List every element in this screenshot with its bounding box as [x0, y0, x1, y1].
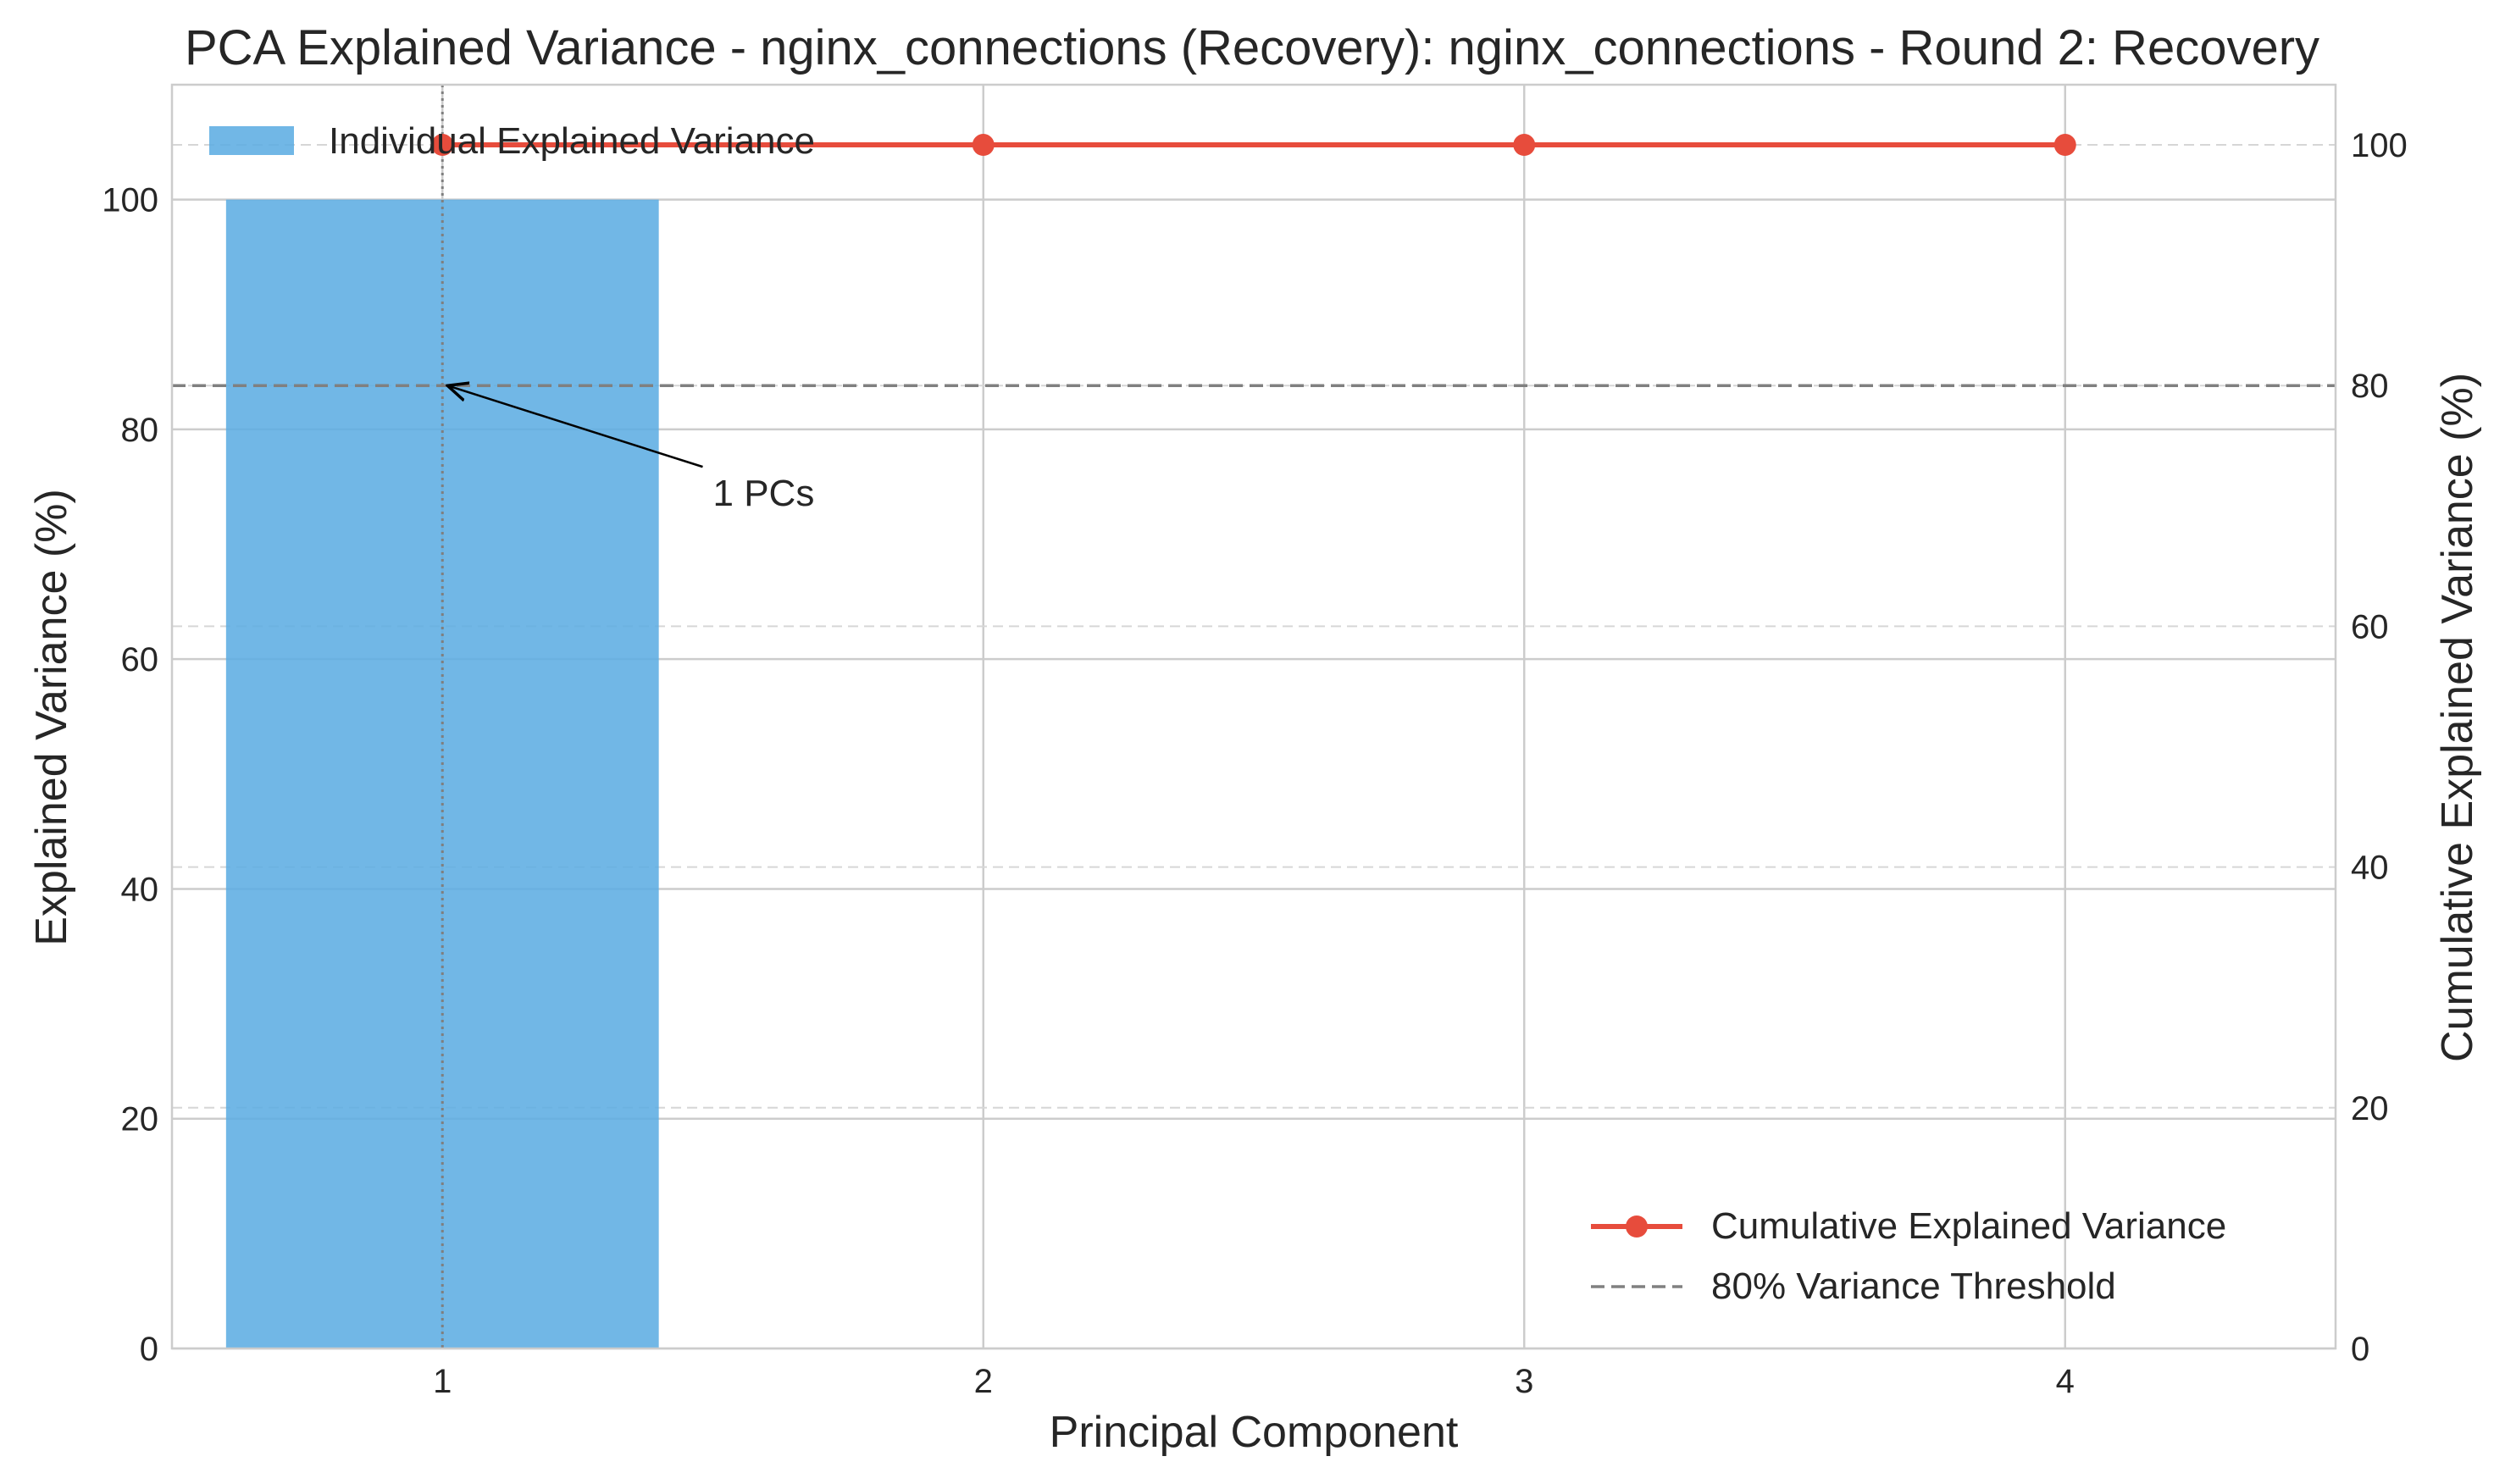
legend-threshold-label: 80% Variance Threshold: [1711, 1265, 2116, 1307]
legend-top-left: Individual Explained Variance: [209, 120, 815, 162]
x-tick-label: 3: [1515, 1363, 1533, 1400]
cumulative-point: [1513, 134, 1536, 157]
y-tick-label: 100: [102, 182, 158, 219]
y2-tick-label: 80: [2351, 368, 2389, 405]
cumulative-point: [2053, 134, 2076, 157]
line-series: [431, 134, 2076, 157]
cumulative-point: [431, 134, 454, 157]
y-axis-label: Explained Variance (%): [27, 489, 76, 946]
annotation-label: 1 PCs: [713, 473, 815, 514]
legend-bottom-right: Cumulative Explained Variance 80% Varianc…: [1591, 1205, 2226, 1307]
y2-tick-label: 20: [2351, 1090, 2389, 1127]
legend-bar-label: Individual Explained Variance: [329, 120, 815, 162]
y-tick-label: 80: [121, 412, 159, 449]
legend-line-marker: [1626, 1215, 1648, 1238]
reference-lines: [172, 85, 2336, 1348]
y-tick-label: 60: [121, 641, 159, 678]
y2-tick-label: 40: [2351, 850, 2389, 887]
x-axis-label: Principal Component: [1050, 1408, 1459, 1457]
y2-tick-label: 0: [2351, 1331, 2369, 1368]
y2-axis-label: Cumulative Explained Variance (%): [2433, 373, 2482, 1062]
legend-line-label: Cumulative Explained Variance: [1711, 1205, 2226, 1247]
x-tick-label: 4: [2056, 1363, 2075, 1400]
annotation-arrow: [447, 385, 703, 468]
y-tick-label: 20: [121, 1101, 159, 1138]
y2-tick-label: 60: [2351, 608, 2389, 645]
x-tick-label: 1: [433, 1363, 452, 1400]
x-tick-label: 2: [974, 1363, 993, 1400]
y-tick-label: 0: [140, 1331, 158, 1368]
legend-bar-swatch: [209, 126, 294, 155]
cumulative-point: [972, 134, 995, 157]
y2-tick-label: 100: [2351, 127, 2408, 164]
y-tick-label: 40: [121, 871, 159, 908]
plot-frame: [170, 83, 2337, 1350]
axes-frame: [170, 83, 2337, 1350]
annotation: 1 PCs: [447, 385, 814, 514]
chart-title: PCA Explained Variance - nginx_connectio…: [185, 20, 2319, 75]
